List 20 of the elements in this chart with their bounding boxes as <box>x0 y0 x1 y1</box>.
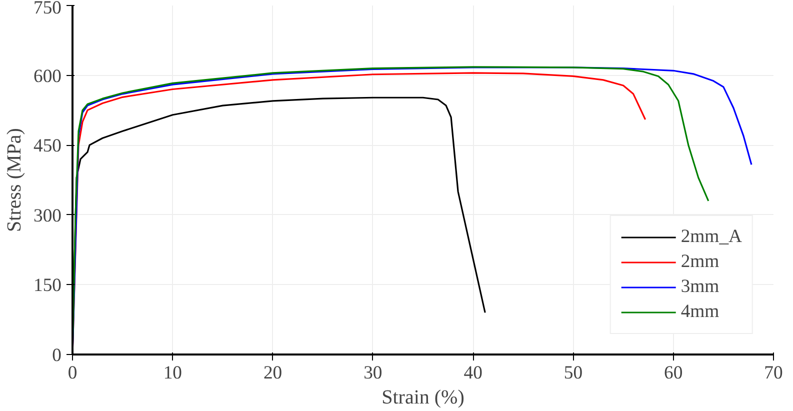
y-tick-label: 750 <box>34 0 62 18</box>
x-tick-label: 0 <box>68 362 78 384</box>
legend-label: 3mm <box>680 276 720 298</box>
x-tick-label: 10 <box>163 362 182 384</box>
x-tick-label: 20 <box>263 362 282 384</box>
y-tick-label: 150 <box>34 275 62 296</box>
x-tick-label: 60 <box>664 362 683 384</box>
x-axis-title: Strain (%) <box>382 386 464 408</box>
legend-label: 2mm <box>680 251 720 273</box>
x-tick-label: 30 <box>364 362 382 384</box>
y-tick-label: 300 <box>34 205 62 226</box>
x-tick-label: 50 <box>564 362 583 384</box>
legend-label: 4mm <box>680 301 720 323</box>
y-tick-label: 600 <box>34 66 62 87</box>
legend-label: 2mm_A <box>680 226 742 248</box>
y-tick-label: 450 <box>34 136 62 157</box>
x-tick-label: 40 <box>464 362 482 384</box>
y-axis-title: Stress (MPa) <box>4 128 26 232</box>
x-tick-label: 70 <box>764 362 783 384</box>
y-tick-label: 0 <box>52 345 62 366</box>
